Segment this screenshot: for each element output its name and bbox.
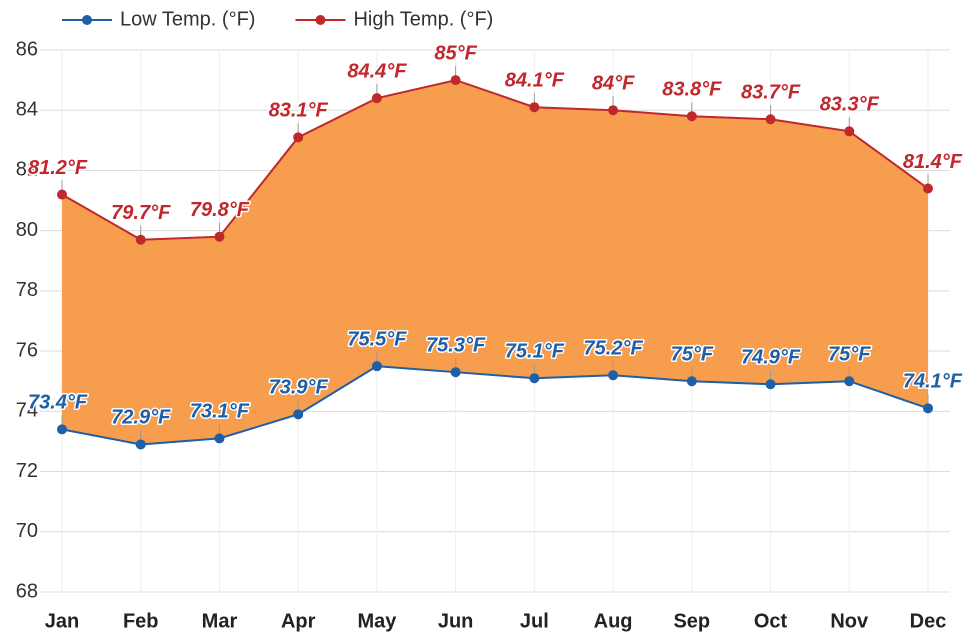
data-label: 83.7°F: [741, 82, 801, 104]
data-point: [135, 234, 146, 245]
x-tick-label: Jun: [438, 610, 474, 632]
range-area: [62, 80, 928, 445]
data-point: [529, 373, 540, 384]
data-point: [371, 93, 382, 104]
data-label: 83.1°F: [269, 100, 329, 122]
data-label: 75°F: [671, 344, 714, 366]
data-point: [844, 376, 855, 387]
x-tick-label: Sep: [673, 610, 710, 632]
data-point: [686, 111, 697, 122]
data-point: [214, 231, 225, 242]
y-tick-label: 72: [16, 460, 38, 482]
data-point: [293, 132, 304, 143]
y-tick-label: 78: [16, 279, 38, 301]
data-label: 75°F: [828, 344, 871, 366]
x-tick-label: Mar: [202, 610, 238, 632]
data-point: [844, 126, 855, 137]
data-label: 79.7°F: [111, 202, 171, 224]
data-label: 75.3°F: [426, 334, 486, 356]
series-line: [61, 365, 929, 446]
data-point: [608, 370, 619, 381]
y-tick-label: 84: [16, 99, 38, 121]
data-point: [214, 433, 225, 444]
data-point: [765, 379, 776, 390]
data-label: 74.1°F: [903, 371, 963, 393]
y-tick-label: 76: [16, 339, 38, 361]
data-point: [923, 403, 933, 414]
y-tick-label: 80: [16, 219, 38, 241]
data-label: 84.4°F: [347, 60, 407, 82]
data-point: [57, 189, 67, 200]
data-label: 81.2°F: [28, 157, 88, 179]
data-label: 72.9°F: [111, 407, 171, 429]
legend-label: High Temp. (°F): [353, 8, 493, 30]
legend-marker: [315, 15, 326, 25]
data-label: 84.1°F: [505, 69, 565, 91]
data-label: 83.8°F: [662, 79, 722, 101]
x-tick-label: May: [357, 610, 397, 632]
data-label: 81.4°F: [903, 151, 963, 173]
data-label: 75.1°F: [505, 340, 565, 362]
data-point: [293, 409, 304, 420]
data-point: [371, 361, 382, 372]
x-tick-label: Nov: [830, 610, 869, 632]
data-label: 73.9°F: [269, 377, 329, 399]
data-point: [923, 183, 933, 194]
data-label: 73.1°F: [190, 401, 250, 423]
data-point: [450, 367, 461, 378]
data-label: 83.3°F: [820, 94, 880, 116]
y-tick-label: 82: [16, 159, 38, 181]
data-point: [135, 439, 146, 450]
y-tick-label: 70: [16, 520, 38, 542]
x-tick-label: Jul: [520, 610, 549, 632]
x-tick-label: Dec: [910, 610, 947, 632]
y-tick-label: 68: [16, 580, 38, 602]
data-label: 75.5°F: [347, 328, 407, 350]
y-tick-label: 74: [16, 400, 38, 422]
data-label: 74.9°F: [741, 347, 801, 369]
data-point: [686, 376, 697, 387]
data-point: [765, 114, 776, 125]
data-point: [57, 424, 67, 435]
x-tick-label: Feb: [123, 610, 159, 632]
data-label: 79.8°F: [190, 199, 250, 221]
x-tick-label: Oct: [754, 610, 788, 632]
data-point: [529, 102, 540, 113]
legend-marker: [82, 15, 92, 25]
data-label: 85°F: [434, 42, 477, 64]
y-tick-label: 86: [16, 38, 38, 60]
data-label: 84°F: [592, 73, 635, 95]
data-point: [608, 105, 619, 116]
x-tick-label: Aug: [594, 610, 633, 632]
data-label: 75.2°F: [584, 337, 644, 359]
series-line: [61, 79, 929, 241]
x-tick-label: Apr: [281, 610, 316, 632]
data-label: 73.4°F: [28, 392, 88, 414]
data-point: [450, 75, 461, 86]
x-tick-label: Jan: [45, 610, 79, 632]
legend-label: Low Temp. (°F): [120, 8, 255, 30]
